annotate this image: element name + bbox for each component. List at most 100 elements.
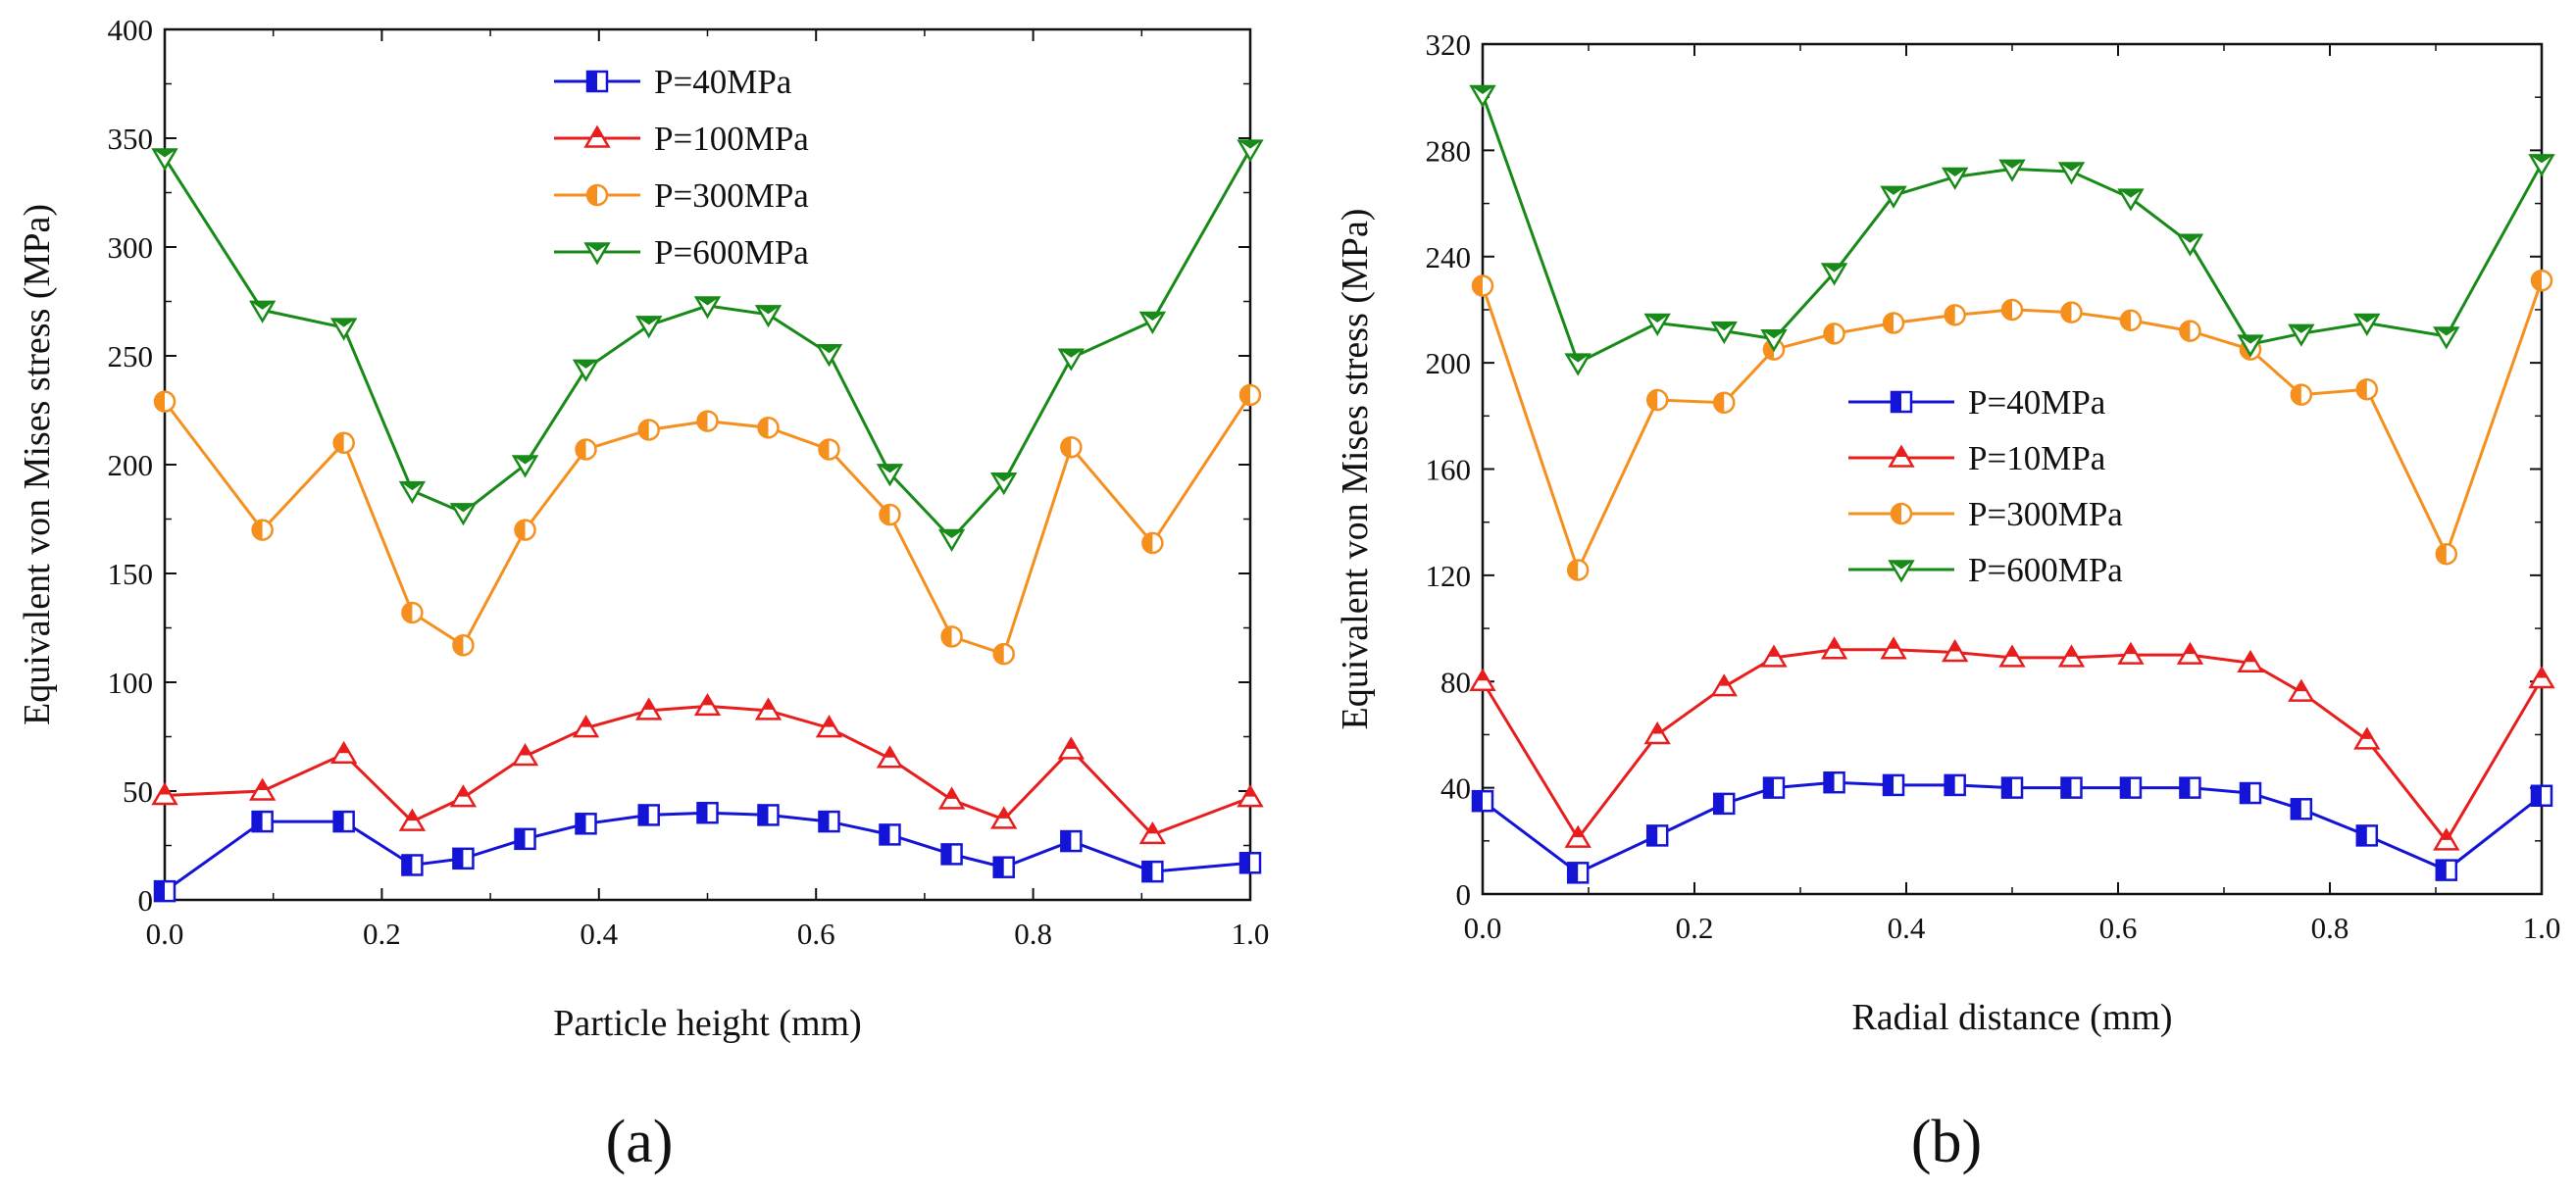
data-point [2117,188,2145,212]
data-point [575,438,597,461]
data-point [754,305,783,328]
legend-label: P=600MPa [1968,551,2123,589]
data-point [1645,388,1669,412]
data-point [937,786,966,810]
data-point [2353,313,2381,336]
data-point [2528,666,2555,689]
y-tick-label: 400 [108,13,154,47]
data-point [1760,644,1788,668]
data-point [452,634,475,657]
data-point [1566,862,1590,884]
legend-label: P=10MPa [1968,439,2106,477]
data-point [1643,721,1671,745]
data-point [1566,559,1590,581]
data-point [449,784,478,808]
data-point [696,801,719,824]
data-point [2433,326,2460,350]
y-tick-label: 0 [138,883,154,918]
data-point [2237,334,2264,358]
data-point [940,843,963,866]
data-point [2237,649,2264,673]
data-point [1760,328,1788,353]
data-point [2179,776,2201,799]
data-point [693,296,722,320]
y-tick-label: 300 [108,230,154,265]
legend-marker [1890,390,1913,414]
y-tick-label: 160 [1426,453,1472,487]
data-point [2176,233,2204,257]
data-point [1998,159,2026,182]
x-tick-label: 0.4 [1888,911,1926,945]
data-point [2119,776,2143,799]
data-point [1237,139,1264,163]
x-tick-label: 0.0 [146,917,184,951]
data-point [2530,269,2553,292]
data-point [2057,644,2086,668]
data-point [696,410,719,432]
data-point [449,503,478,526]
data-point [1882,312,1905,334]
data-point [1471,789,1494,813]
data-point [1237,784,1264,808]
x-tick-label: 0.0 [1464,911,1502,945]
data-point [2353,726,2381,750]
data-point [1238,852,1262,874]
data-point [757,417,780,439]
series-line [163,394,1252,657]
data-point [937,528,966,552]
data-point [514,519,536,541]
series-P=40MPa [153,801,1262,903]
legend: P=40MPa P=100MPa P=300MPa P=600MPa [554,63,809,272]
legend-label: P=100MPa [654,120,809,158]
data-point [2288,323,2315,347]
data-point [1941,638,1969,663]
data-point [1645,824,1669,847]
data-point [876,464,904,487]
data-point [1762,776,1786,799]
data-point [332,810,355,833]
data-point [1057,736,1086,760]
data-point [754,697,783,721]
data-point [151,148,178,172]
data-point [815,715,843,738]
data-point [1998,644,2026,668]
legend-label: P=600MPa [654,233,809,272]
data-point [2290,383,2313,406]
data-point [1944,304,1966,326]
data-point [2288,678,2315,702]
legend-label: P=40MPa [1968,383,2106,422]
data-point [1882,773,1905,797]
data-point [329,740,358,765]
data-point [2000,776,2024,799]
data-point [1944,773,1966,797]
data-point [248,777,277,801]
data-point [1141,860,1164,883]
series-P=300MPa [1471,269,2553,581]
legend: P=40MPa P=10MPa P=300MPa P=600MPa [1848,383,2123,589]
data-point [637,419,660,441]
data-point [879,503,901,526]
x-axis-label: Radial distance (mm) [1851,997,2172,1038]
legend-label: P=300MPa [654,176,809,215]
data-point [2435,859,2458,881]
series-line [164,811,1251,893]
data-point [514,827,536,851]
data-point [1823,323,1845,345]
data-point [2239,781,2262,805]
series-P=100MPa [151,692,1264,845]
data-point [2000,298,2024,322]
data-point [1564,824,1591,848]
data-point [992,856,1015,878]
data-point [2060,776,2083,799]
data-point [251,810,274,833]
panel-label: (b) [1911,1109,1982,1175]
data-point [1141,531,1164,555]
data-point [637,804,660,826]
series-P=10MPa [1469,636,2555,851]
data-point [2528,154,2555,177]
data-point [248,300,277,323]
data-point [575,813,597,835]
data-point [511,743,539,767]
data-point [876,745,904,769]
